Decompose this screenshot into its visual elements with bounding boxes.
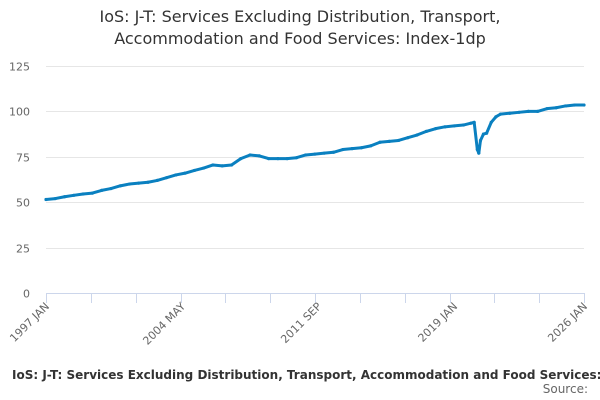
data-point[interactable] [155,178,159,183]
data-point[interactable] [415,133,419,137]
x-axis: 1997 JAN 2004 MAY 2011 SEP 2019 JAN 2026 JAN [7,293,590,348]
data-point[interactable] [369,144,373,148]
y-tick-label-25: 25 [16,243,30,256]
data-point[interactable] [90,191,94,195]
data-point[interactable] [164,176,169,180]
x-tick-label-1: 2004 MAY [140,300,188,348]
data-point[interactable] [582,103,586,107]
data-point[interactable] [294,156,299,160]
series-layer [44,103,586,202]
data-point[interactable] [573,103,577,107]
data-point[interactable] [322,151,326,155]
data-point[interactable] [498,112,503,116]
data-point[interactable] [545,107,549,111]
data-point[interactable] [62,195,67,199]
data-point[interactable] [478,138,483,143]
data-point[interactable] [475,147,479,152]
data-point[interactable] [100,188,104,192]
data-point[interactable] [44,197,48,202]
data-point[interactable] [424,129,428,133]
data-point[interactable] [53,196,57,201]
data-point[interactable] [304,153,308,157]
data-point[interactable] [489,120,493,124]
data-point[interactable] [267,157,271,161]
data-point[interactable] [118,184,122,188]
data-point[interactable] [461,123,466,127]
data-point[interactable] [350,147,354,151]
data-point[interactable] [202,166,206,170]
data-point[interactable] [378,140,382,144]
y-axis-tick-labels: 0 25 50 75 100 125 [9,61,30,301]
data-point[interactable] [526,109,530,113]
data-point[interactable] [387,139,391,143]
data-point[interactable] [359,146,363,150]
grid-lines [46,66,584,294]
x-tick-label-2: 2011 SEP [278,300,324,346]
y-tick-label-75: 75 [16,152,30,165]
x-tick-label-0: 1997 JAN [7,300,52,345]
data-point[interactable] [452,124,456,128]
y-tick-label-50: 50 [16,197,30,210]
x-tick-label-4: 2026 JAN [545,300,590,345]
data-point[interactable] [313,152,317,156]
data-point[interactable] [192,168,197,173]
data-point[interactable] [508,111,512,115]
data-point[interactable] [331,150,336,154]
data-point[interactable] [433,127,438,131]
legend-item-label[interactable]: IoS: J-T: Services Excluding Distributio… [12,368,600,382]
data-point[interactable] [481,132,486,136]
data-point[interactable] [109,186,113,191]
chart-title-line-1: IoS: J-T: Services Excluding Distributio… [99,7,501,26]
source-label: Source: [542,382,588,396]
data-point[interactable] [72,193,76,197]
chart-title-line-2: Accommodation and Food Services: Index-1… [114,29,486,48]
data-point[interactable] [248,153,252,157]
y-tick-label-0: 0 [23,288,30,301]
data-point[interactable] [229,163,234,167]
x-tick-label-3: 2019 JAN [416,300,461,345]
data-point[interactable] [285,157,289,161]
data-point[interactable] [396,138,401,143]
data-point[interactable] [472,120,476,124]
data-point[interactable] [127,182,132,186]
data-point[interactable] [517,110,521,114]
y-tick-label-100: 100 [9,106,30,119]
data-point[interactable] [183,171,187,175]
data-point[interactable] [220,164,224,168]
data-point[interactable] [81,192,85,196]
data-point[interactable] [443,125,447,129]
data-point[interactable] [536,109,540,113]
data-point[interactable] [146,180,150,184]
legend[interactable]: IoS: J-T: Services Excluding Distributio… [0,368,600,382]
data-point[interactable] [494,115,498,119]
data-point[interactable] [276,157,280,161]
series-line-0[interactable] [44,103,586,201]
data-point[interactable] [469,121,473,125]
data-point[interactable] [211,163,215,167]
chart-title: IoS: J-T: Services Excluding Distributio… [0,6,600,50]
data-point[interactable] [239,157,243,161]
data-point[interactable] [341,147,345,152]
data-point[interactable] [406,136,410,140]
data-point[interactable] [257,154,261,158]
data-point[interactable] [477,151,481,155]
data-point[interactable] [174,173,178,177]
data-point[interactable] [563,104,568,108]
y-tick-label-125: 125 [9,61,30,74]
data-point[interactable] [485,131,489,135]
data-point[interactable] [554,106,558,110]
data-point[interactable] [137,181,141,185]
